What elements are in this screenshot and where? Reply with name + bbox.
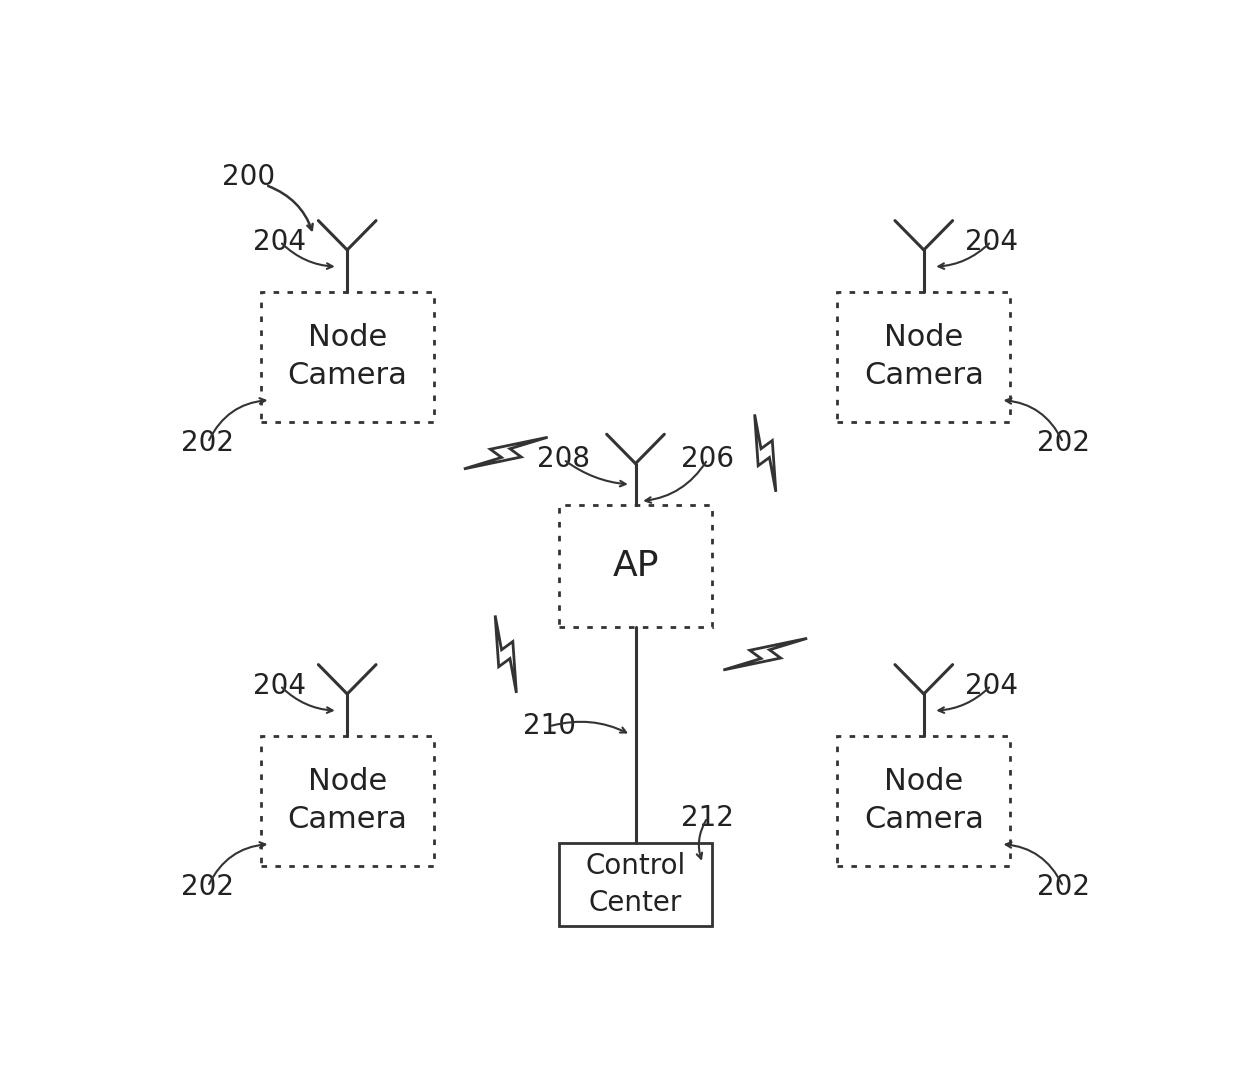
Polygon shape bbox=[755, 415, 776, 492]
Text: 202: 202 bbox=[1037, 873, 1090, 901]
Text: Control
Center: Control Center bbox=[585, 852, 686, 917]
Text: 202: 202 bbox=[181, 429, 234, 457]
Polygon shape bbox=[464, 437, 548, 469]
Text: 204: 204 bbox=[253, 227, 306, 256]
Text: 202: 202 bbox=[181, 873, 234, 901]
Polygon shape bbox=[723, 639, 807, 670]
Text: Node
Camera: Node Camera bbox=[288, 323, 407, 391]
Text: Node
Camera: Node Camera bbox=[288, 767, 407, 834]
Bar bbox=[558, 842, 712, 927]
Bar bbox=[558, 506, 712, 627]
Text: Node
Camera: Node Camera bbox=[864, 323, 983, 391]
Bar bbox=[837, 735, 1011, 866]
Text: 202: 202 bbox=[1037, 429, 1090, 457]
Text: 200: 200 bbox=[222, 162, 275, 190]
Text: 208: 208 bbox=[537, 445, 590, 473]
Text: 206: 206 bbox=[681, 445, 734, 473]
Text: 204: 204 bbox=[253, 671, 306, 700]
Text: 204: 204 bbox=[965, 227, 1018, 256]
Bar bbox=[260, 735, 434, 866]
Bar bbox=[260, 292, 434, 422]
Text: Node
Camera: Node Camera bbox=[864, 767, 983, 834]
Text: 204: 204 bbox=[965, 671, 1018, 700]
Text: AP: AP bbox=[613, 549, 658, 583]
Bar bbox=[837, 292, 1011, 422]
Text: 210: 210 bbox=[522, 713, 575, 741]
Text: 212: 212 bbox=[681, 804, 734, 831]
Polygon shape bbox=[495, 616, 516, 693]
